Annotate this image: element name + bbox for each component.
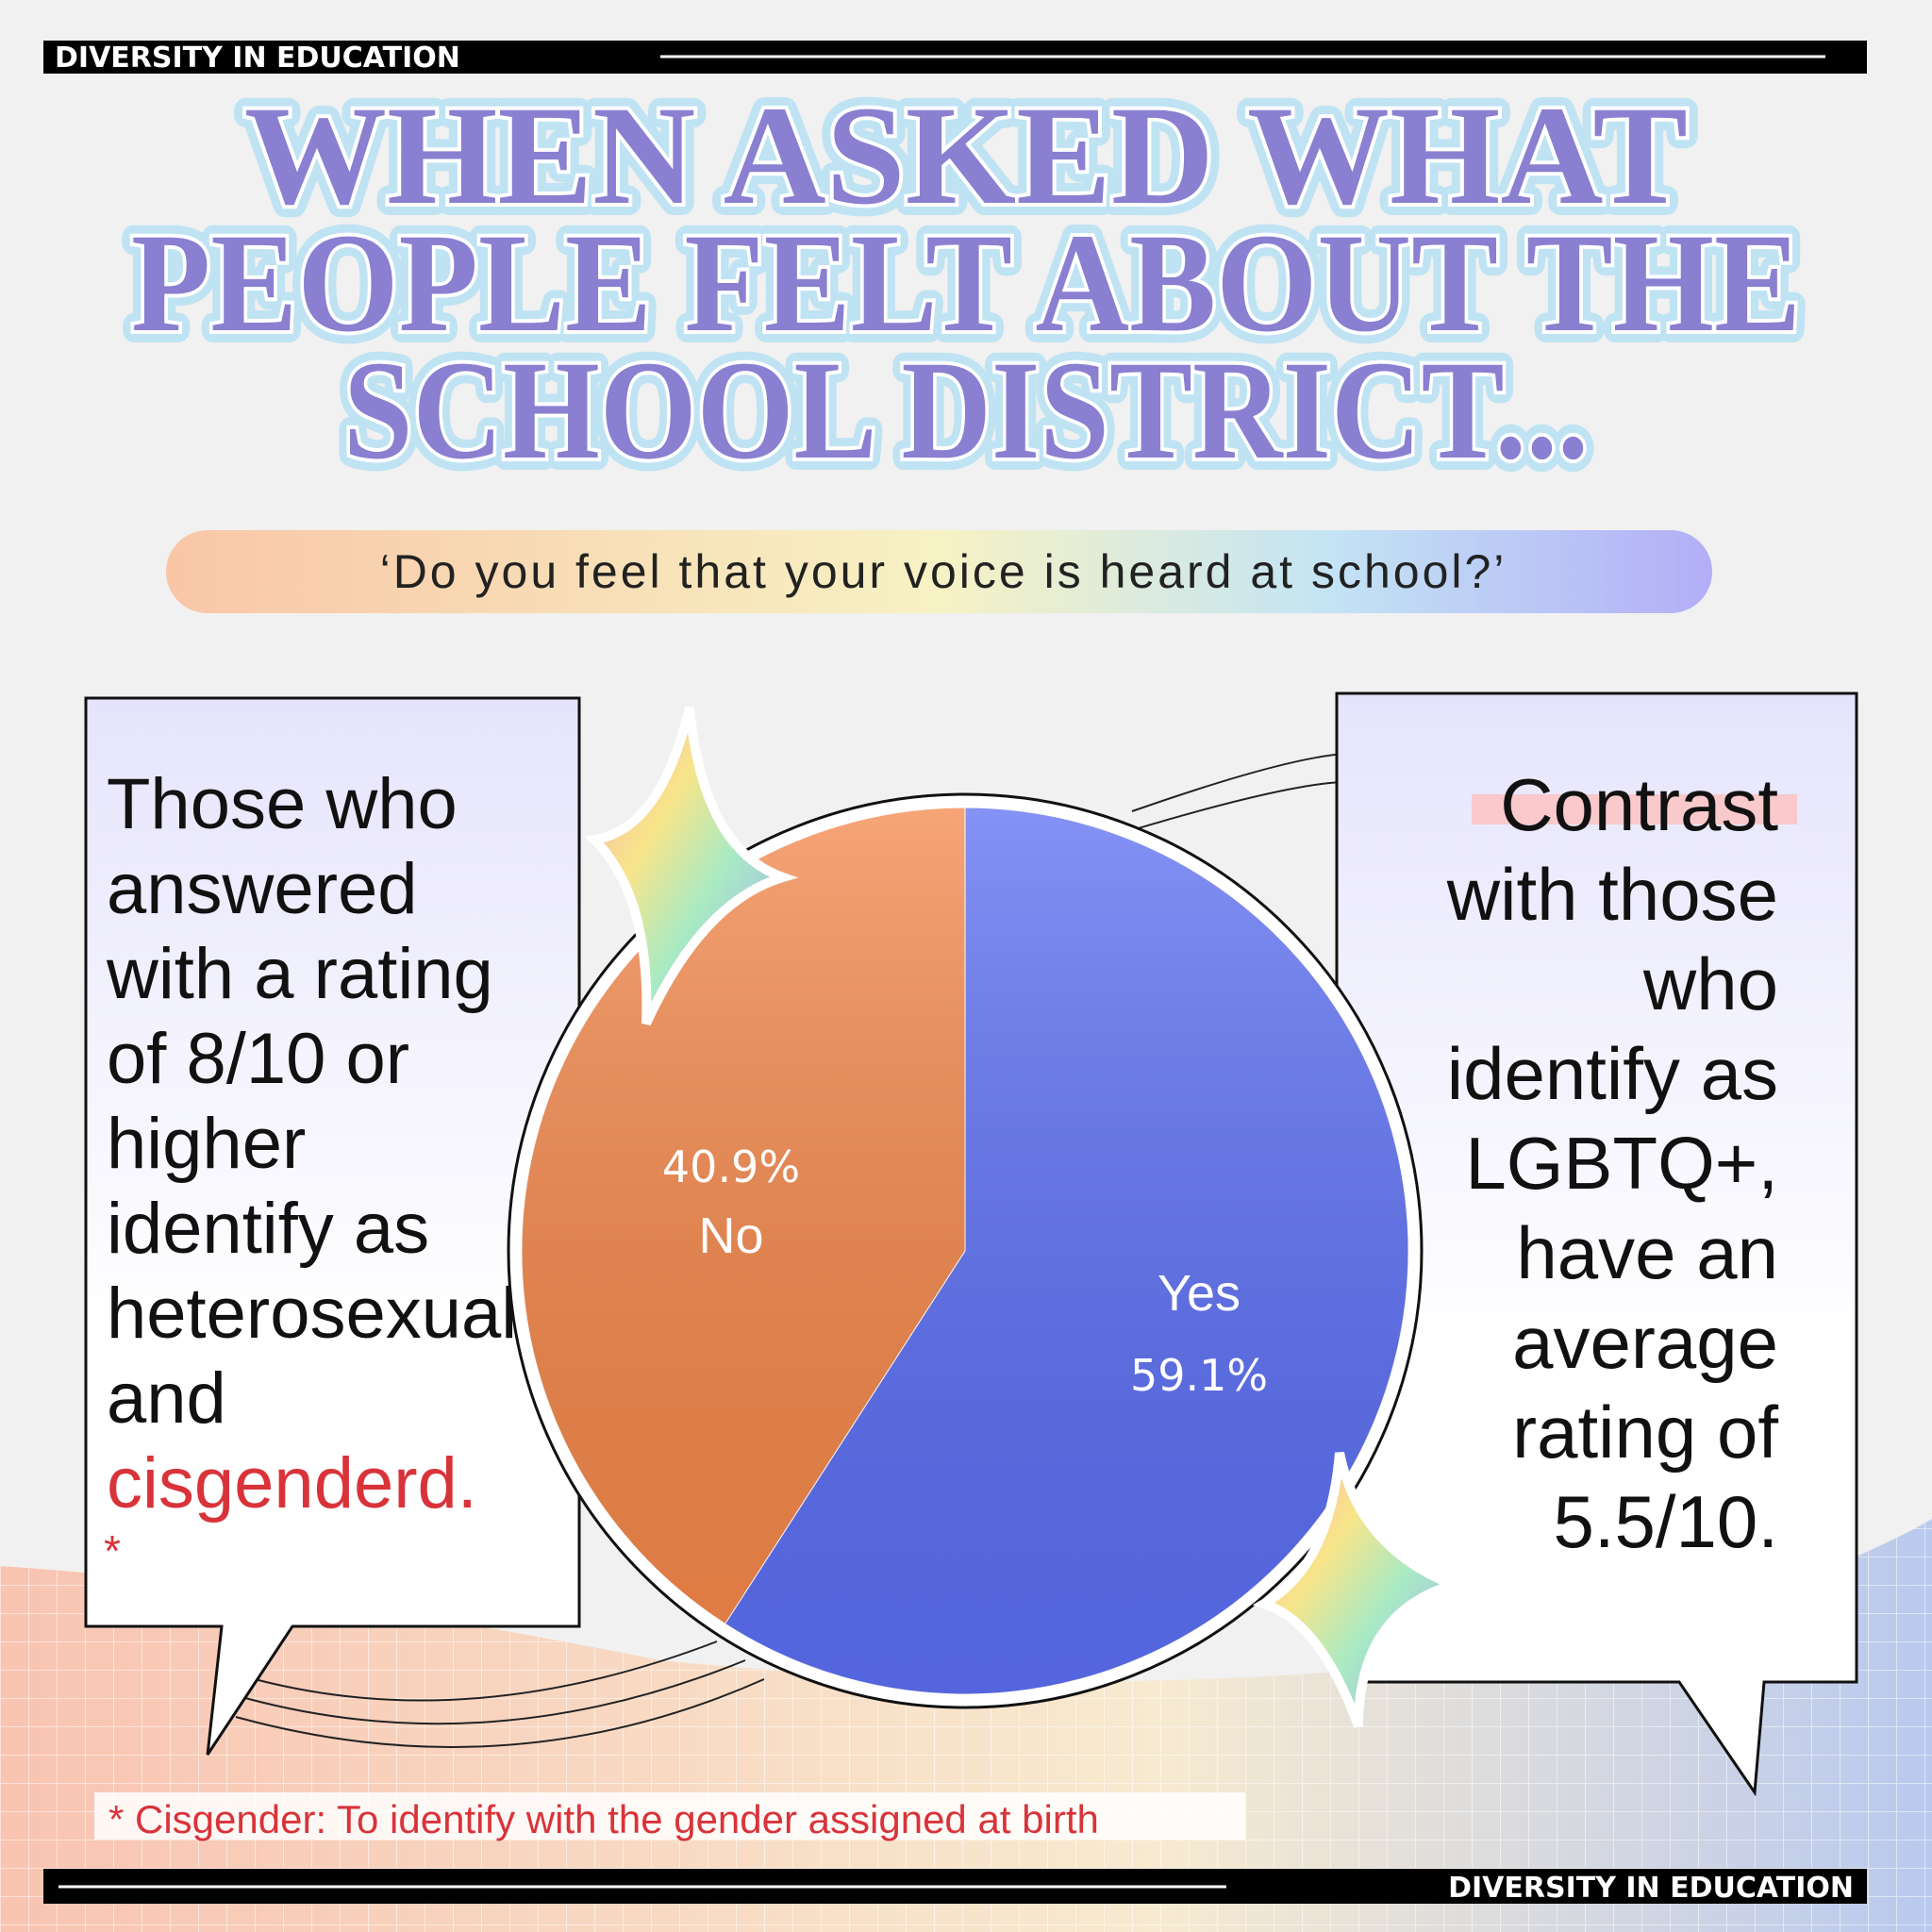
slice-value: 59.1% [1130,1350,1268,1401]
slice-category: Yes [1158,1265,1241,1322]
decor-lines [235,752,1369,1748]
bubble-line: with those [1446,853,1778,936]
bubble-line: average [1512,1301,1778,1384]
question-pill [166,530,1712,613]
footnote-box [94,1792,1245,1840]
sparkle [584,706,799,1026]
bubble-line: who [1642,942,1778,1025]
header: DIVERSITY IN EDUCATION [55,42,460,75]
slice-category: No [698,1208,763,1264]
bubble-line: 5.5/10. [1553,1480,1778,1563]
bubble-line: with a rating [106,934,493,1014]
bubble-line: heterosexual [107,1274,517,1354]
bubble-line: Those who [107,764,458,844]
headline-outline: SCHOOL DISTRICT... [343,332,1589,489]
question: ‘Do you feel that your voice is heard at… [380,545,1507,598]
bubble-line: identify as [1447,1032,1778,1115]
bubble-line: of 8/10 or [107,1019,409,1099]
highlight-mark [1472,794,1797,824]
bubble-highlight: cisgenderd. [107,1443,477,1524]
bubble-line: higher [107,1104,306,1184]
left-bubble [84,696,581,1756]
bubble-highlight: Contrast [1500,763,1778,846]
bubble-line: have an [1516,1211,1778,1294]
headline-outline: PEOPLE FELT ABOUT THE [131,205,1801,361]
slice-value: 40.9% [662,1141,800,1192]
bubble-line: rating of [1512,1391,1778,1474]
pie: Yes 59.1% No 40.9% [521,807,1409,1695]
footnote: * Cisgender: To identify with the gender… [108,1797,1099,1841]
sparkle [1252,1452,1468,1728]
headline-outline: WHEN ASKED WHAT [244,77,1688,234]
headline-line: PEOPLE FELT ABOUT THE [131,205,1801,361]
slice-shade [724,808,1409,1694]
headline-line: SCHOOL DISTRICT... [343,332,1589,489]
asterisk: * [104,1526,121,1575]
bubble-line: answered [107,849,418,929]
bubble-line: identify as [107,1189,429,1269]
slice-shade [522,808,965,1624]
headline-line: WHEN ASKED WHAT [244,77,1688,234]
bubble-line: LGBTQ+, [1465,1122,1778,1205]
bubble-line: and [107,1358,226,1439]
footer: DIVERSITY IN EDUCATION [1448,1872,1854,1905]
right-bubble [1335,691,1858,1797]
